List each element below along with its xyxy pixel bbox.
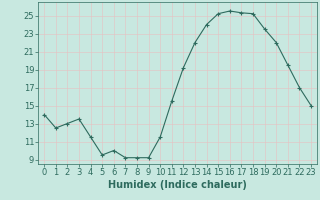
X-axis label: Humidex (Indice chaleur): Humidex (Indice chaleur) xyxy=(108,180,247,190)
